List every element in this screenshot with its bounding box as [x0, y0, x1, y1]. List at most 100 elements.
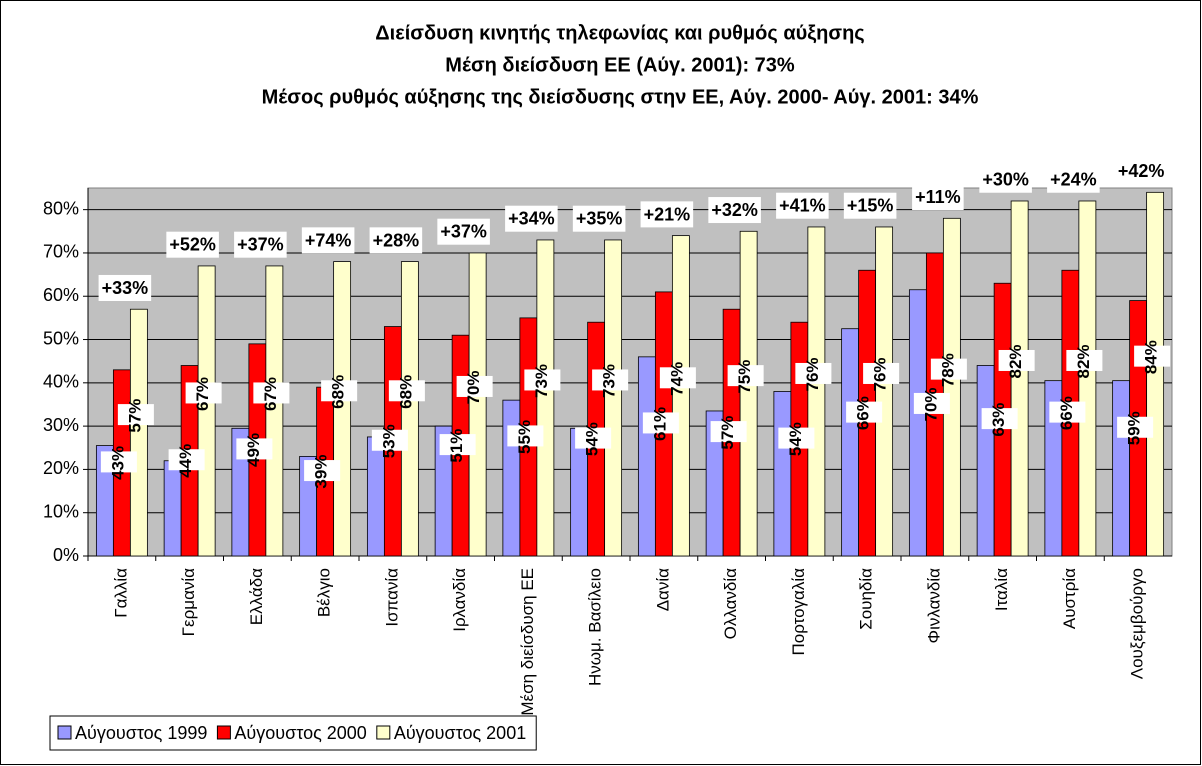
label-box	[913, 392, 950, 414]
data-label: 67%	[193, 377, 212, 411]
x-tick-label: Γαλλία	[111, 568, 130, 618]
label-box	[981, 408, 1018, 430]
x-tick-label: Ιρλανδία	[450, 568, 469, 632]
growth-label-group: +37%	[437, 218, 490, 245]
x-tick-label: Ολλανδία	[721, 568, 740, 640]
label-box	[524, 369, 561, 391]
data-label-group: 66%	[1049, 396, 1086, 430]
bar	[400, 261, 419, 557]
x-tick-label: Ελλάδα	[247, 568, 266, 625]
label-box	[575, 427, 612, 449]
label-box	[301, 227, 355, 254]
data-label-group: 49%	[236, 433, 273, 467]
data-label-group: 70%	[456, 370, 493, 404]
growth-label: +30%	[982, 170, 1029, 190]
growth-label: +34%	[508, 209, 555, 229]
growth-label: +42%	[1118, 161, 1165, 181]
label-box	[708, 197, 761, 224]
growth-label: +15%	[847, 196, 894, 216]
label-box	[168, 449, 205, 471]
data-label: 75%	[735, 360, 754, 394]
data-label: 82%	[1074, 344, 1093, 378]
bar	[1146, 191, 1165, 557]
label-box	[166, 231, 219, 258]
legend-swatch	[216, 725, 231, 740]
bar	[1112, 380, 1131, 557]
x-tick-label: Ιταλία	[992, 568, 1011, 611]
label-box	[439, 434, 476, 456]
data-label-group: 54%	[575, 422, 612, 456]
label-box	[776, 192, 829, 219]
label-box	[369, 227, 423, 254]
y-tick-label: 30%	[43, 415, 79, 435]
label-box	[1114, 158, 1168, 185]
data-label-group: 76%	[795, 357, 832, 391]
x-tick-label: Ισπανία	[382, 568, 401, 627]
label-box	[236, 438, 273, 460]
data-label: 49%	[244, 433, 263, 467]
label-box	[640, 201, 694, 228]
bar	[265, 265, 284, 557]
data-label: 55%	[515, 420, 534, 454]
data-label-group: 82%	[1066, 344, 1103, 379]
label-box	[979, 166, 1032, 193]
growth-label: +11%	[915, 187, 961, 207]
data-label-group: 68%	[388, 375, 425, 409]
bar	[875, 226, 894, 557]
data-label-group: 68%	[321, 375, 358, 409]
label-box	[592, 369, 629, 391]
data-label-group: 76%	[863, 357, 900, 391]
data-label: 57%	[718, 416, 737, 450]
growth-label-group: +74%	[301, 227, 355, 254]
x-tick-label: Γερμανία	[179, 568, 198, 637]
data-label-group: 44%	[168, 444, 205, 478]
data-label: 76%	[803, 357, 822, 391]
data-label: 51%	[447, 429, 466, 463]
bar	[637, 356, 656, 557]
legend-label: Αύγουστος 1999	[75, 723, 207, 743]
data-label-group: 70%	[913, 387, 950, 421]
growth-label: +74%	[305, 230, 352, 250]
label-box	[778, 427, 815, 449]
data-label: 39%	[312, 455, 331, 489]
y-tick-label: 50%	[43, 328, 79, 348]
data-label: 61%	[650, 407, 669, 441]
bar	[604, 239, 623, 557]
data-label: 76%	[871, 357, 890, 391]
data-label: 54%	[786, 422, 805, 456]
label-box	[846, 401, 883, 423]
label-box	[507, 425, 544, 447]
data-label: 59%	[1125, 411, 1144, 445]
y-tick-label: 80%	[43, 198, 79, 218]
data-label-group: 75%	[727, 360, 764, 394]
bar	[841, 328, 860, 557]
y-tick-label: 60%	[43, 285, 79, 305]
data-label-group: 73%	[592, 364, 629, 398]
growth-label-group: +35%	[572, 205, 626, 232]
growth-label-group: +37%	[234, 231, 287, 258]
x-tick-label: Δανία	[653, 568, 672, 611]
data-label: 43%	[108, 446, 127, 480]
chart-title: Διείσδυση κινητής τηλεφωνίας και ρυθμός …	[375, 22, 864, 44]
data-label-group: 39%	[304, 455, 341, 489]
growth-label: +24%	[1050, 170, 1097, 190]
bar	[773, 391, 792, 557]
data-label-group: 73%	[524, 364, 561, 398]
x-tick-label: Λουξεμβούργο	[1128, 568, 1147, 679]
label-box	[1066, 349, 1103, 371]
x-tick-label: Μέση διείσδυση ΕΕ	[518, 568, 537, 716]
data-label: 66%	[854, 396, 873, 430]
data-label-group: 43%	[100, 446, 137, 480]
x-tick-label: Σουηδία	[857, 568, 876, 630]
growth-label: +32%	[711, 200, 758, 220]
bar	[536, 239, 555, 557]
label-box	[863, 362, 900, 384]
bar	[1010, 200, 1029, 557]
data-label-group: 55%	[507, 420, 544, 454]
data-label-group: 63%	[981, 403, 1018, 437]
label-box	[659, 367, 696, 389]
y-tick-label: 20%	[43, 458, 79, 478]
bar	[333, 261, 352, 557]
label-box	[727, 365, 764, 387]
